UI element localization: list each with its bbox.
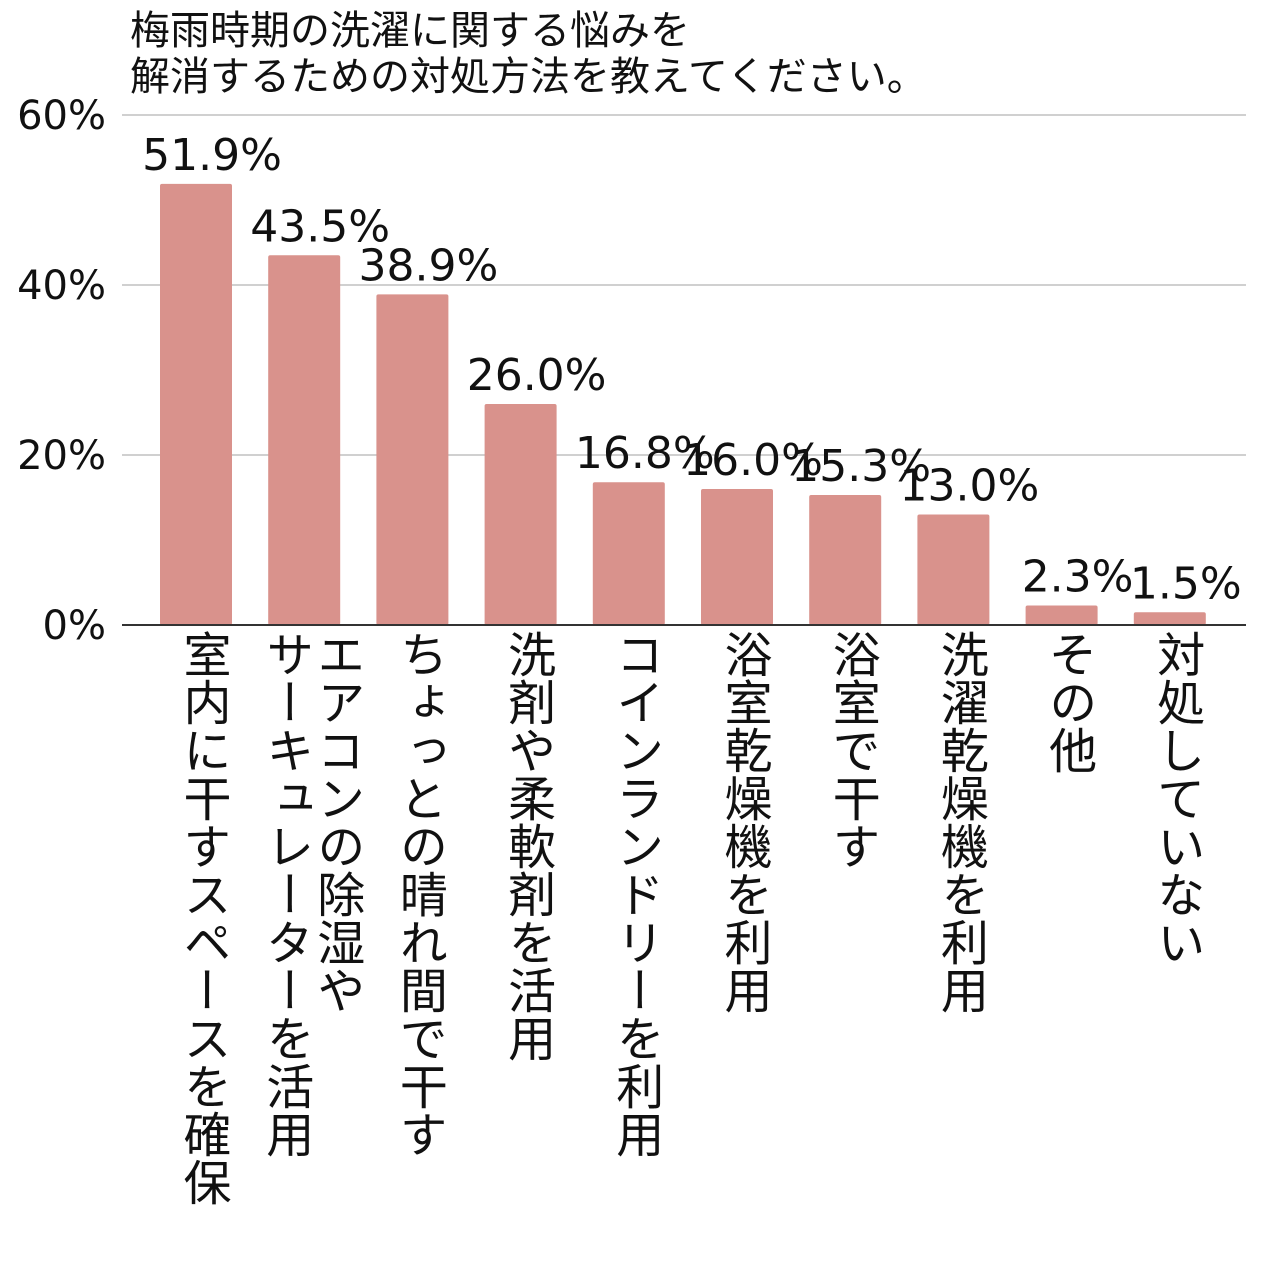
- value-label-7: 15.3%: [791, 441, 931, 492]
- value-label-1: 51.9%: [142, 130, 282, 181]
- value-label-6: 16.0%: [683, 435, 823, 486]
- value-label-8: 13.0%: [900, 461, 1040, 512]
- bar-9: [1025, 605, 1098, 625]
- category-label-4: 洗剤や柔軟剤を活用: [499, 630, 556, 1062]
- value-label-3: 38.9%: [359, 240, 499, 291]
- category-label-3: ちょっとの晴れ間で干す: [390, 630, 447, 1158]
- category-label-1: 室内に干すスペースを確保: [174, 630, 231, 1206]
- value-label-5: 16.8%: [575, 428, 715, 479]
- category-label-2: エアコンの除湿や サーキュレーターを活用: [257, 630, 365, 1158]
- y-tick-label-60: 60%: [17, 93, 106, 139]
- category-label-7: 浴室で干す: [823, 630, 880, 870]
- category-label-6: 浴室乾燥機を利用: [715, 630, 772, 1014]
- bar-1: [160, 183, 232, 625]
- y-tick-label-20: 20%: [17, 433, 106, 479]
- bar-10: [1133, 612, 1206, 625]
- value-label-4: 26.0%: [467, 350, 607, 401]
- chart-title: 梅雨時期の洗濯に関する悩みを 解消するための対処方法を教えてください。: [130, 8, 927, 100]
- value-label-10: 1.5%: [1130, 558, 1242, 609]
- bar-4: [484, 404, 557, 625]
- bar-6: [701, 489, 773, 625]
- bar-5: [592, 482, 665, 625]
- category-label-9: その他: [1040, 630, 1097, 774]
- bar-7: [809, 494, 882, 625]
- y-tick-label-0: 0%: [43, 603, 106, 649]
- value-label-2: 43.5%: [250, 201, 390, 252]
- y-tick-label-40: 40%: [17, 263, 106, 309]
- bar-8: [917, 514, 990, 625]
- category-label-8: 洗濯乾燥機を利用: [931, 630, 988, 1014]
- category-label-5: コインランドリーを利用: [607, 630, 664, 1158]
- category-label-10: 対処していない: [1148, 630, 1205, 966]
- bar-2: [268, 255, 341, 625]
- value-label-9: 2.3%: [1022, 551, 1134, 602]
- bar-3: [376, 294, 449, 625]
